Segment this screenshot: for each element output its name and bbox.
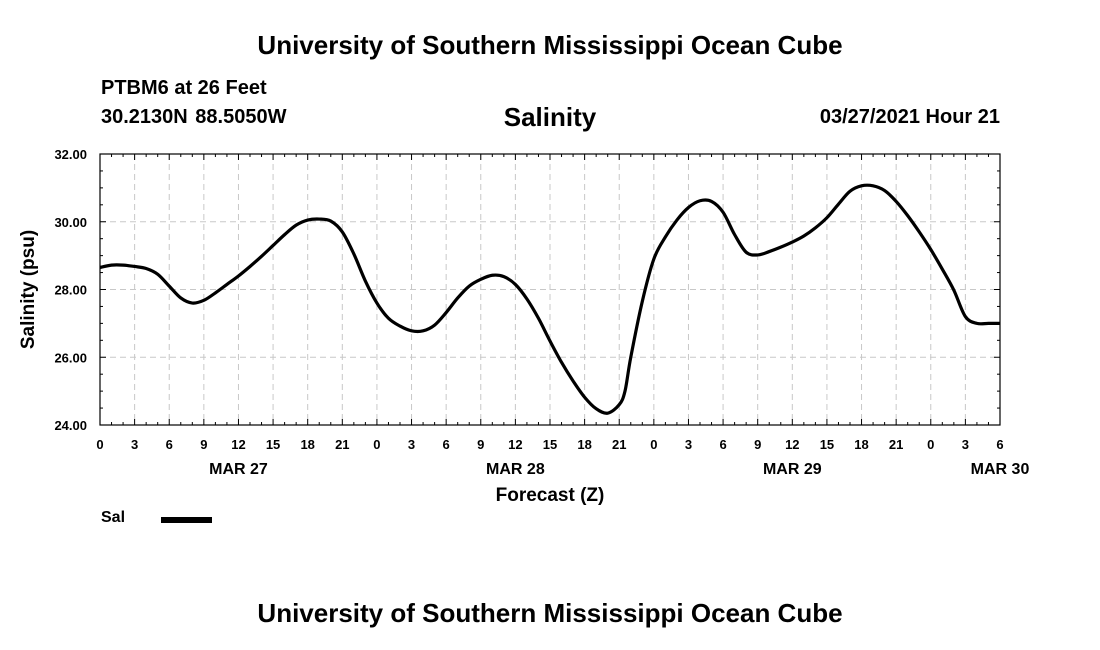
series-line-salinity — [100, 183, 1000, 415]
x-date-label: MAR 28 — [486, 461, 545, 478]
x-tick-label: 15 — [543, 437, 557, 452]
x-tick-label: 0 — [650, 437, 657, 452]
x-tick-label: 9 — [754, 437, 761, 452]
plot-frame — [99, 153, 1001, 426]
x-tick-label: 0 — [373, 437, 380, 452]
x-tick-label: 9 — [477, 437, 484, 452]
y-tick-label: 26.00 — [54, 350, 87, 365]
x-tick-label: 6 — [443, 437, 450, 452]
x-date-label: MAR 27 — [209, 461, 268, 478]
x-tick-label: 9 — [200, 437, 207, 452]
x-tick-label: 3 — [685, 437, 692, 452]
y-tick-label: 30.00 — [54, 215, 87, 230]
x-tick-label: 18 — [300, 437, 314, 452]
x-tick-label: 6 — [719, 437, 726, 452]
station-coordinates: 30.2130N 88.5050W — [101, 106, 287, 128]
x-tick-label: 0 — [96, 437, 103, 452]
page-title: University of Southern Mississippi Ocean… — [257, 30, 843, 60]
x-tick-label: 0 — [927, 437, 934, 452]
x-tick-label: 3 — [131, 437, 138, 452]
x-tick-label: 21 — [335, 437, 349, 452]
x-tick-label: 12 — [785, 437, 799, 452]
x-tick-label: 21 — [612, 437, 626, 452]
x-tick-label: 12 — [231, 437, 245, 452]
x-date-label: MAR 29 — [763, 461, 822, 478]
x-date-label: MAR 30 — [971, 461, 1030, 478]
y-tick-label: 32.00 — [54, 147, 87, 162]
x-tick-label: 15 — [266, 437, 280, 452]
x-axis-title: Forecast (Z) — [496, 485, 605, 506]
x-tick-label: 6 — [166, 437, 173, 452]
y-axis-title: Salinity (psu) — [18, 230, 39, 349]
x-tick-label: 3 — [962, 437, 969, 452]
x-tick-label: 12 — [508, 437, 522, 452]
chart-title: Salinity — [503, 102, 597, 132]
x-tick-label: 3 — [408, 437, 415, 452]
legend-swatch — [161, 517, 212, 523]
y-tick-label: 28.00 — [54, 283, 87, 298]
x-tick-label: 15 — [820, 437, 834, 452]
x-tick-label: 18 — [854, 437, 868, 452]
chart-date: 03/27/2021 Hour 21 — [819, 106, 1000, 128]
x-tick-label: 21 — [889, 437, 903, 452]
x-tick-label: 18 — [577, 437, 591, 452]
legend-label: Sal — [101, 509, 126, 526]
y-tick-label: 24.00 — [54, 418, 87, 433]
station-name: PTBM6 at 26 Feet — [101, 77, 267, 99]
footer-title: University of Southern Mississippi Ocean… — [257, 598, 843, 628]
x-tick-label: 6 — [996, 437, 1003, 452]
